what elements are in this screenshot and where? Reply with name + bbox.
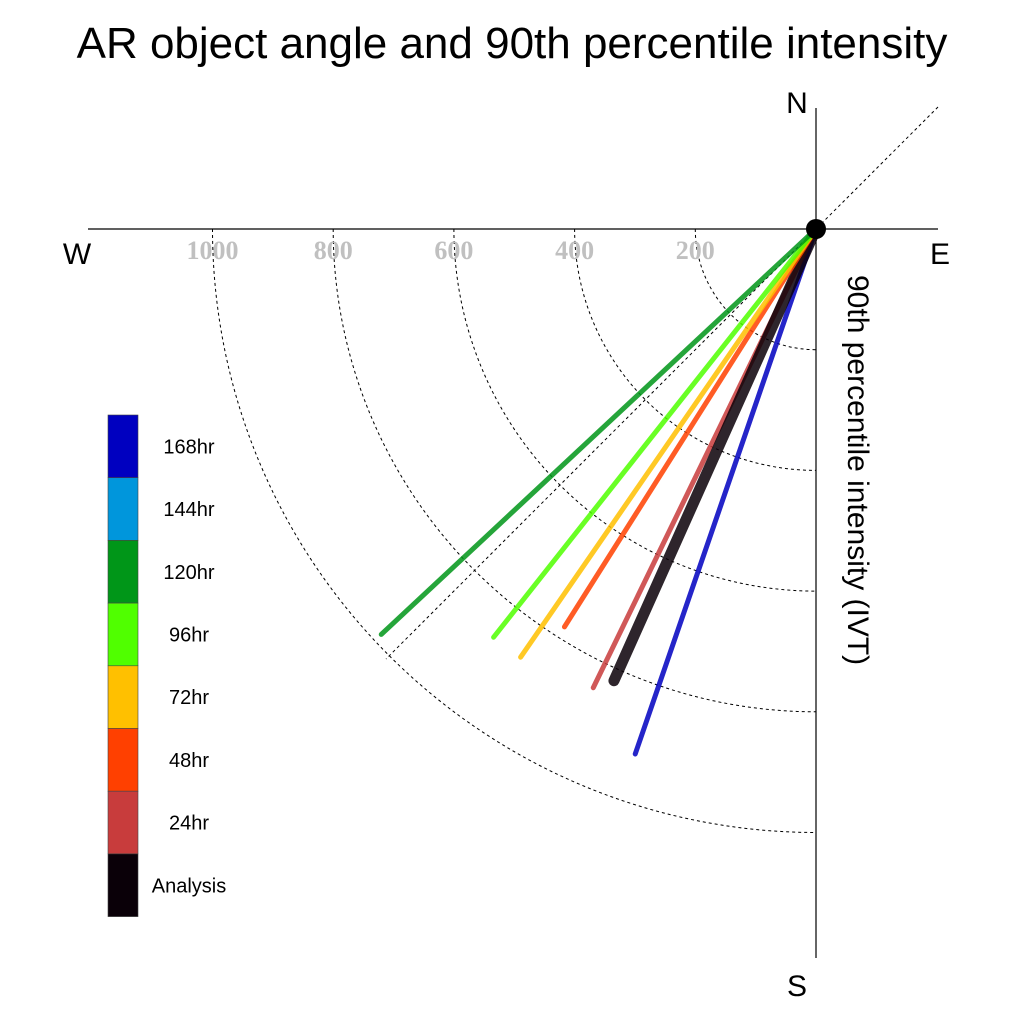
grid-ring-5	[212, 228, 817, 833]
vector-72hr	[518, 226, 819, 660]
legend: 168hr 144hr 120hr 96hr 72hr 48hr 24hr Analysis	[107, 414, 226, 917]
legend-label-72hr: 72hr	[169, 687, 209, 709]
vector-analysis	[608, 223, 822, 687]
compass-south: S	[787, 970, 807, 1003]
diagonal-ne-sw	[385, 106, 939, 660]
legend-swatch-96hr	[107, 602, 139, 667]
compass-north: N	[786, 87, 808, 120]
series-vectors	[378, 223, 822, 757]
tick-label-200: 200	[676, 236, 715, 265]
legend-label-144hr: 144hr	[163, 499, 214, 521]
legend-swatch-analysis	[107, 853, 139, 917]
legend-swatch-120hr	[107, 540, 139, 604]
legend-label-96hr: 96hr	[169, 624, 209, 646]
compass-west: W	[63, 238, 92, 271]
legend-swatch-168hr	[107, 414, 139, 479]
origin-point	[806, 219, 826, 239]
legend-label-168hr: 168hr	[163, 436, 214, 458]
y-axis-label: 90th percentile intensity (IVT)	[841, 275, 874, 665]
grid-ring-1	[694, 228, 817, 351]
vector-96hr	[491, 226, 819, 640]
tick-label-800: 800	[314, 236, 353, 265]
legend-label-24hr: 24hr	[169, 813, 209, 835]
compass-axes	[88, 106, 939, 958]
legend-swatch-24hr	[107, 790, 139, 855]
tick-label-600: 600	[434, 236, 473, 265]
legend-swatch-72hr	[107, 665, 139, 729]
chart-title: AR object angle and 90th percentile inte…	[77, 19, 948, 68]
ring-tick-labels: 1000 800 600 400 200	[187, 236, 715, 265]
vector-168hr	[632, 226, 819, 757]
vector-48hr	[561, 226, 819, 630]
vector-120hr	[378, 226, 819, 637]
legend-swatch-144hr	[107, 477, 139, 541]
legend-label-48hr: 48hr	[169, 750, 209, 772]
legend-label-120hr: 120hr	[163, 562, 214, 584]
tick-label-400: 400	[555, 236, 594, 265]
legend-swatch-48hr	[107, 728, 139, 792]
legend-label-analysis: Analysis	[152, 875, 226, 897]
compass-east: E	[930, 238, 950, 271]
tick-label-1000: 1000	[187, 236, 239, 265]
grid-ring-2	[574, 228, 817, 471]
